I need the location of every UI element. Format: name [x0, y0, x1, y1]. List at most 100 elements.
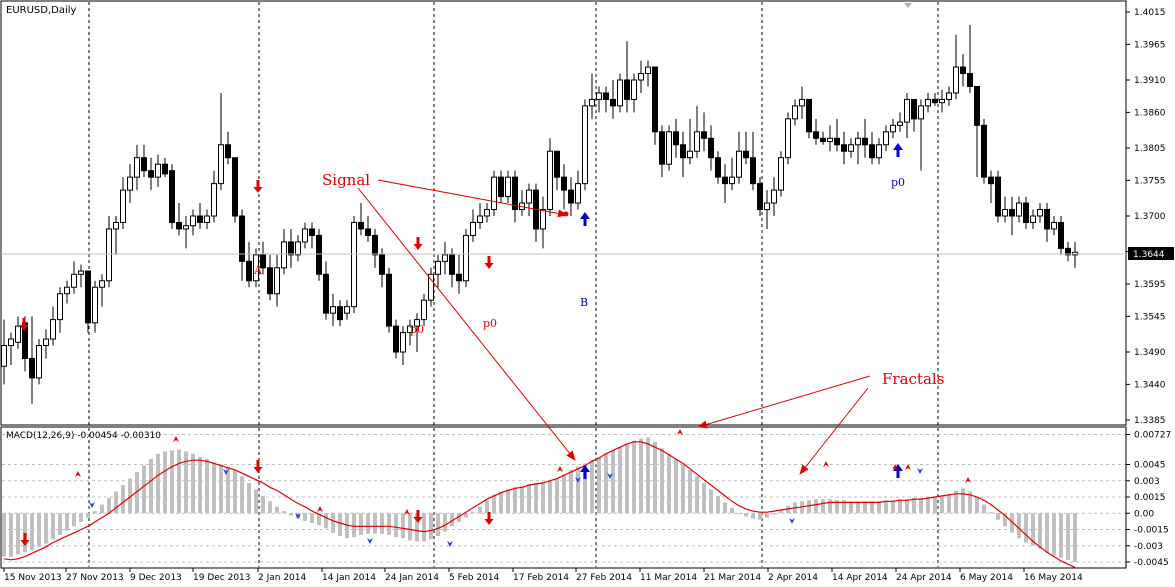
- macd-histogram-bar: [898, 499, 902, 514]
- candle-bull: [540, 209, 546, 230]
- candle-bull: [946, 92, 952, 100]
- label-b: B: [580, 296, 588, 309]
- macd-histogram-bar: [422, 513, 426, 542]
- macd-histogram-bar: [93, 511, 97, 514]
- macd-sell-arrow: [253, 460, 263, 473]
- macd-histogram-bar: [9, 513, 13, 557]
- macd-buy-arrow: [580, 465, 590, 479]
- macd-histogram-bar: [695, 476, 699, 514]
- candle-bull: [120, 189, 126, 223]
- macd-histogram-bar: [415, 513, 419, 542]
- macd-histogram-bar: [646, 437, 650, 514]
- price-axis-label: 1.3805: [1134, 144, 1166, 154]
- macd-histogram-bar: [1066, 513, 1070, 560]
- macd-indicator-title: MACD(12,26,9) -0.00454 -0.00310: [6, 431, 161, 441]
- macd-histogram-bar: [765, 513, 769, 518]
- candle-bull: [575, 183, 581, 204]
- candle-bear: [911, 98, 917, 120]
- fractal-up-marker: [905, 464, 911, 470]
- candle-bear: [372, 234, 378, 256]
- candle-bull: [421, 299, 427, 321]
- macd-panel[interactable]: [2, 437, 1077, 568]
- macd-histogram-bar: [989, 512, 993, 514]
- candle-bull: [582, 105, 588, 185]
- macd-histogram-bar: [1045, 513, 1049, 553]
- time-axis-label: 2 Apr 2014: [768, 573, 818, 583]
- candle-bear: [960, 66, 966, 75]
- candle-bear: [358, 221, 364, 230]
- macd-histogram-bar: [310, 513, 314, 523]
- sell-signal-arrow: [413, 237, 423, 250]
- candle-bull: [617, 79, 623, 107]
- candle-bear: [141, 157, 147, 172]
- macd-histogram-bar: [744, 513, 748, 517]
- candle-bear: [624, 79, 630, 100]
- sell-signal-arrow: [19, 318, 29, 331]
- macd-axis-label: 0.0045: [1134, 461, 1166, 471]
- macd-histogram-bar: [1052, 513, 1056, 556]
- candle-bear: [974, 85, 980, 126]
- label-p0-third: p0: [891, 176, 905, 189]
- candle-bull: [127, 176, 133, 191]
- candle-bull: [442, 254, 448, 262]
- macd-histogram-bar: [583, 463, 587, 514]
- candle-bear: [1009, 209, 1015, 217]
- macd-histogram-bar: [254, 489, 258, 514]
- macd-histogram-bar: [380, 513, 384, 534]
- macd-histogram-bar: [37, 513, 41, 547]
- macd-histogram-bar: [58, 513, 62, 535]
- current-price-box: [1128, 247, 1174, 260]
- candle-bear: [862, 137, 868, 146]
- candle-bear: [85, 270, 91, 324]
- macd-histogram-bar: [877, 501, 881, 514]
- candle-bull: [596, 92, 602, 100]
- candle-bear: [701, 131, 707, 139]
- macd-histogram-bar: [562, 474, 566, 514]
- fractal-down-marker: [89, 502, 95, 508]
- candle-bear: [393, 325, 399, 353]
- price-axis-label: 1.3595: [1134, 280, 1166, 290]
- candle-bull: [631, 79, 637, 100]
- candle-bull: [792, 105, 798, 120]
- signal-pointer-arrow-1: [377, 179, 568, 218]
- macd-histogram-bar: [926, 498, 930, 514]
- candle-bear: [337, 306, 343, 321]
- macd-sell-arrow: [413, 510, 423, 523]
- macd-sell-arrow: [20, 533, 30, 546]
- candle-bull: [1002, 209, 1008, 217]
- macd-histogram-bar: [471, 512, 475, 514]
- axes: 1.4015 1.3965 1.3910 1.3860 1.3805 1.3755 1.37…: [3, 8, 1171, 583]
- macd-histogram-bar: [464, 513, 468, 518]
- candle-bull: [904, 98, 910, 123]
- candle-bull: [1030, 215, 1036, 223]
- candle-bull: [645, 66, 651, 75]
- candle-bear: [988, 176, 994, 185]
- candle-bull: [890, 124, 896, 133]
- label-p0-first: p0: [410, 323, 424, 336]
- macd-histogram-bar: [135, 472, 139, 514]
- fractal-up-marker: [677, 429, 683, 435]
- price-axis-label: 1.3910: [1134, 76, 1166, 86]
- candle-bull: [505, 176, 511, 198]
- macd-histogram-bar: [961, 488, 965, 514]
- macd-axis-label: 0.00727: [1134, 430, 1171, 440]
- candle-bull: [1051, 221, 1057, 230]
- candle-bull: [778, 157, 784, 191]
- macd-histogram-bar: [142, 465, 146, 514]
- macd-histogram-bar: [996, 513, 1000, 520]
- macd-histogram-bar: [128, 478, 132, 514]
- candle-bull: [470, 221, 476, 236]
- macd-axis-label: 0.0015: [1134, 493, 1166, 503]
- candle-bear: [1058, 221, 1064, 249]
- candle-bull: [918, 105, 924, 120]
- candle-bear: [29, 357, 35, 379]
- fractal-up-marker: [75, 471, 81, 477]
- price-axis-label: 1.3965: [1134, 40, 1166, 50]
- macd-histogram-bar: [443, 513, 447, 532]
- candle-bear: [603, 92, 609, 100]
- macd-histogram-bar: [541, 481, 545, 514]
- candle-bear: [148, 170, 154, 178]
- macd-histogram-bar: [149, 459, 153, 514]
- candle-bull: [211, 183, 217, 217]
